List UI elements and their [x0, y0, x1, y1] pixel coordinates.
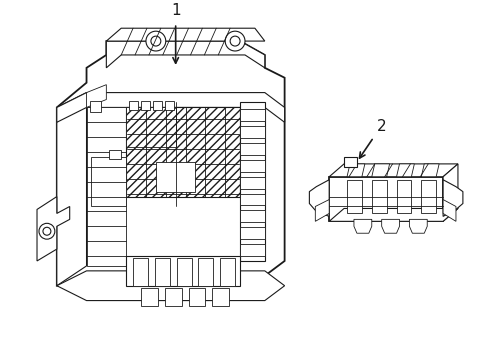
Polygon shape — [141, 288, 158, 306]
Polygon shape — [126, 107, 240, 197]
Polygon shape — [92, 157, 126, 207]
Polygon shape — [240, 160, 265, 172]
Polygon shape — [133, 258, 148, 286]
Polygon shape — [382, 219, 399, 233]
Polygon shape — [372, 164, 390, 177]
Polygon shape — [329, 164, 458, 177]
Text: 1: 1 — [171, 3, 180, 18]
Polygon shape — [410, 219, 427, 233]
Polygon shape — [189, 288, 205, 306]
Polygon shape — [126, 107, 176, 147]
Circle shape — [230, 36, 240, 46]
Polygon shape — [57, 93, 285, 122]
Circle shape — [151, 36, 161, 46]
Polygon shape — [396, 180, 412, 213]
Polygon shape — [37, 197, 70, 261]
Polygon shape — [87, 107, 126, 266]
Polygon shape — [240, 194, 265, 206]
Polygon shape — [421, 164, 439, 177]
Polygon shape — [126, 256, 240, 286]
Circle shape — [39, 223, 55, 239]
Polygon shape — [396, 164, 415, 177]
Polygon shape — [421, 180, 436, 213]
Polygon shape — [329, 208, 458, 221]
Polygon shape — [57, 271, 285, 301]
Polygon shape — [177, 258, 192, 286]
Polygon shape — [443, 180, 463, 216]
Polygon shape — [198, 258, 213, 286]
Polygon shape — [109, 150, 121, 159]
Polygon shape — [240, 143, 265, 155]
Circle shape — [225, 31, 245, 51]
Polygon shape — [212, 288, 229, 306]
Polygon shape — [57, 93, 87, 286]
Polygon shape — [106, 28, 265, 41]
Polygon shape — [90, 100, 101, 112]
Polygon shape — [240, 126, 265, 138]
Polygon shape — [347, 180, 362, 213]
Circle shape — [43, 227, 51, 235]
Polygon shape — [155, 258, 170, 286]
Polygon shape — [87, 85, 106, 107]
Polygon shape — [329, 177, 443, 221]
Text: 2: 2 — [377, 119, 387, 134]
Polygon shape — [240, 109, 265, 121]
Polygon shape — [129, 100, 138, 111]
Polygon shape — [240, 227, 265, 239]
Polygon shape — [57, 41, 285, 286]
Polygon shape — [240, 211, 265, 222]
Circle shape — [146, 31, 166, 51]
Polygon shape — [240, 244, 265, 256]
Polygon shape — [220, 258, 235, 286]
Polygon shape — [354, 219, 372, 233]
Polygon shape — [165, 100, 173, 111]
Polygon shape — [443, 199, 456, 221]
Polygon shape — [372, 180, 387, 213]
Polygon shape — [347, 164, 365, 177]
Polygon shape — [106, 41, 265, 68]
Polygon shape — [309, 180, 329, 216]
Polygon shape — [240, 103, 265, 261]
Polygon shape — [156, 162, 196, 192]
Polygon shape — [141, 100, 150, 111]
Polygon shape — [344, 157, 357, 167]
Polygon shape — [165, 288, 182, 306]
Polygon shape — [240, 177, 265, 189]
Polygon shape — [153, 100, 162, 111]
Polygon shape — [443, 164, 458, 221]
Polygon shape — [316, 199, 329, 221]
